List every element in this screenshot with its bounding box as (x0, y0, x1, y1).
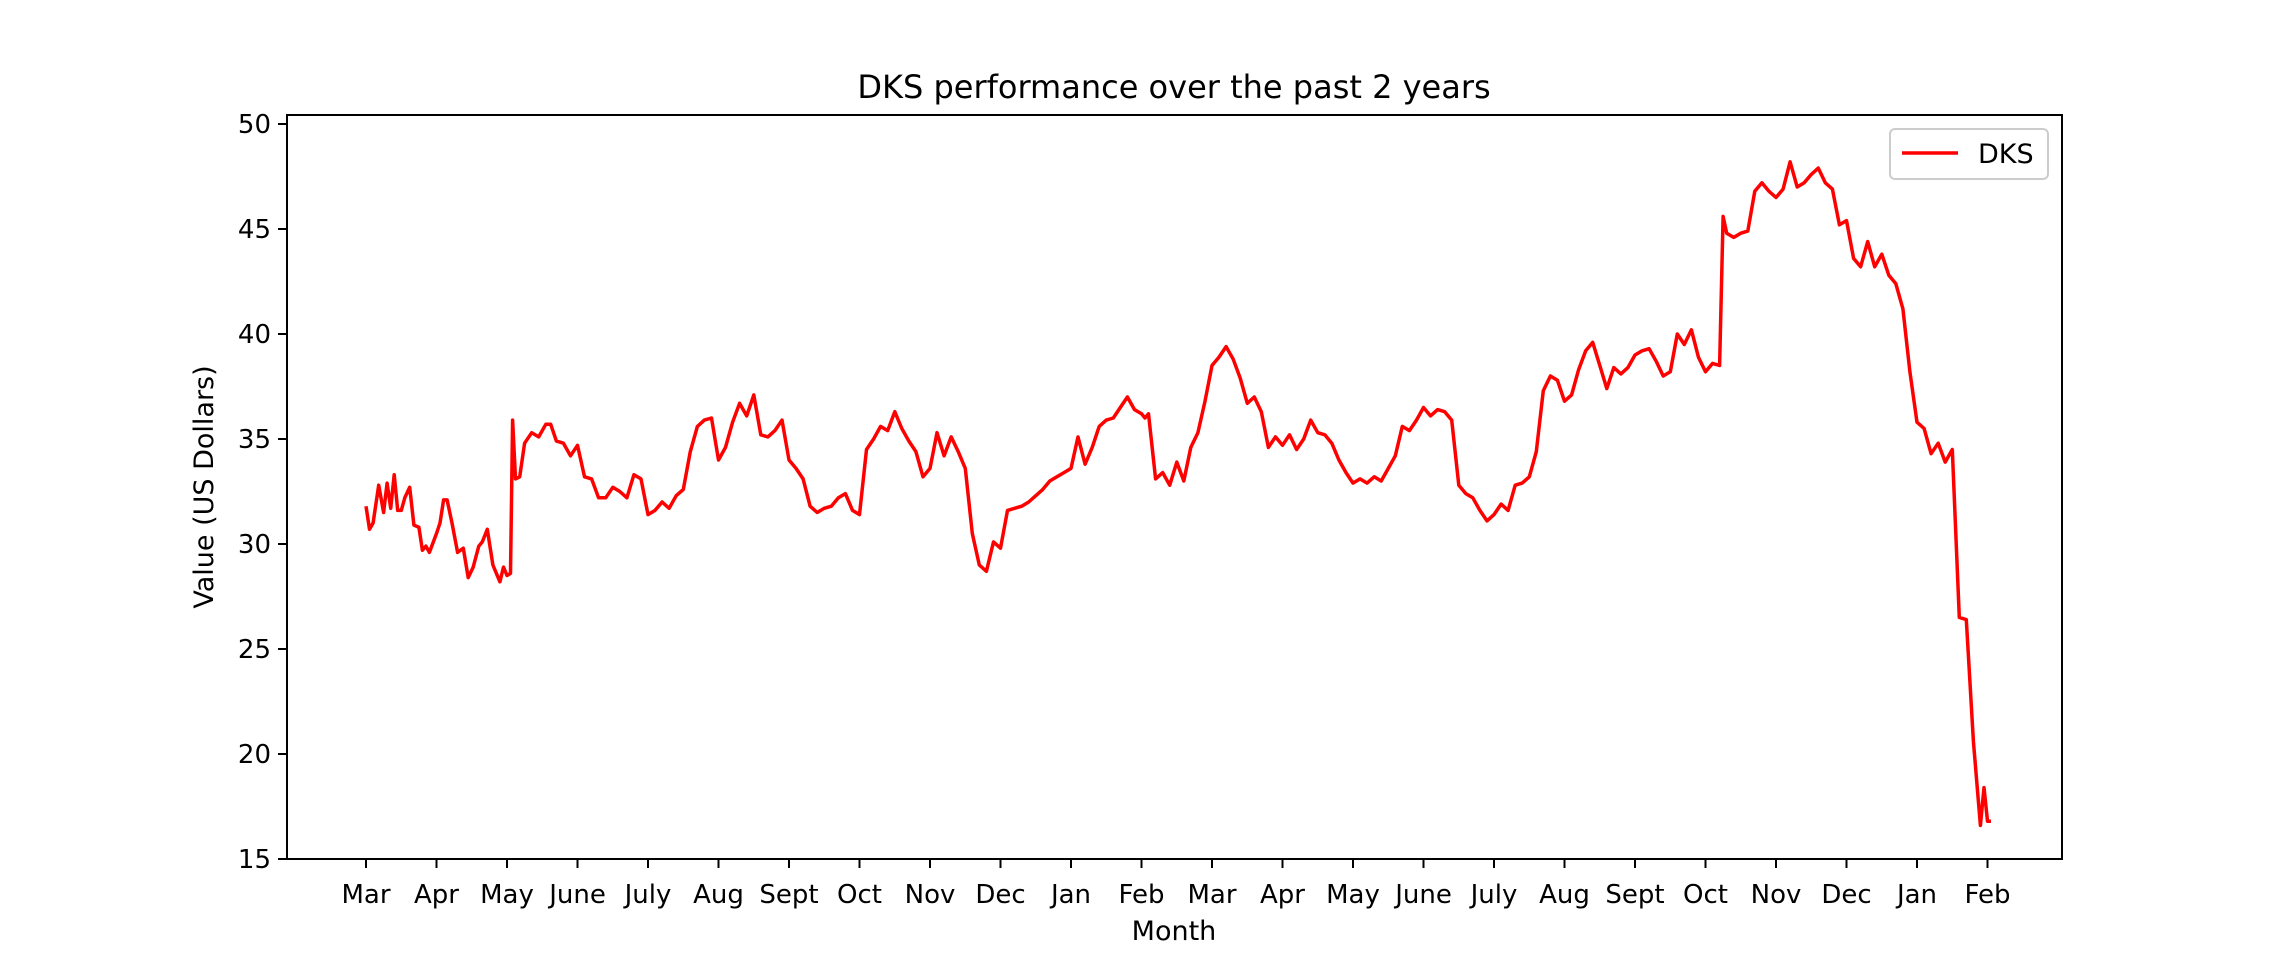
x-tick-label: Feb (1118, 880, 1164, 910)
y-tick-label: 30 (238, 530, 271, 560)
x-tick-label: Feb (1964, 880, 2010, 910)
x-tick-label: July (1469, 880, 1518, 910)
legend-box (1889, 128, 2049, 180)
legend-label-dks: DKS (1978, 139, 2034, 170)
x-axis-label: Month (1132, 916, 1217, 947)
x-tick-label: Jan (1895, 880, 1937, 910)
y-tick-label: 15 (238, 845, 271, 875)
x-tick-label: June (1393, 880, 1452, 910)
chart-title: DKS performance over the past 2 years (857, 68, 1490, 106)
y-tick-label: 25 (238, 635, 271, 665)
x-tick-label: Sept (759, 880, 818, 910)
x-tick-label: Nov (1751, 880, 1802, 910)
x-tick-label: Dec (975, 880, 1025, 910)
x-tick-label: July (623, 880, 672, 910)
x-tick-label: Jan (1049, 880, 1091, 910)
plot-area-frame (286, 114, 2063, 860)
x-tick-label: Apr (414, 880, 459, 910)
x-tick-label: Aug (693, 880, 744, 910)
x-tick-label: Dec (1821, 880, 1871, 910)
x-tick-label: Aug (1539, 880, 1590, 910)
legend: DKS (1889, 128, 2049, 180)
x-tick-label: Apr (1260, 880, 1305, 910)
y-axis-label: Value (US Dollars) (189, 365, 220, 608)
series-line-dks (364, 160, 1991, 828)
x-axis: Mar Apr May June July Aug Sept Oct Nov Dec Jan Feb M… (341, 859, 2011, 910)
x-tick-label: Mar (1187, 880, 1236, 910)
x-tick-label: Oct (837, 880, 882, 910)
x-tick-label: Sept (1605, 880, 1664, 910)
y-tick-label: 45 (238, 215, 271, 245)
y-tick-label: 40 (238, 320, 271, 350)
x-tick-label: June (547, 880, 606, 910)
x-tick-label: Mar (341, 880, 390, 910)
x-tick-label: Nov (905, 880, 956, 910)
x-tick-label: May (480, 880, 534, 910)
y-axis: 15 20 25 30 35 40 45 50 (238, 110, 287, 875)
y-tick-label: 20 (238, 740, 271, 770)
y-tick-label: 35 (238, 425, 271, 455)
y-tick-label: 50 (238, 110, 271, 140)
x-tick-label: May (1326, 880, 1380, 910)
x-tick-label: Oct (1683, 880, 1728, 910)
